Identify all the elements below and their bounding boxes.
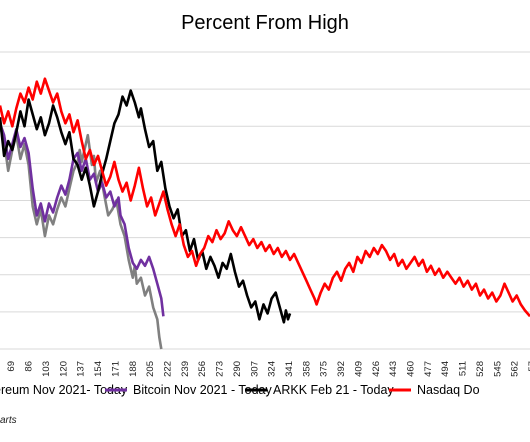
x-tick-label: 290: [232, 361, 243, 377]
x-tick-label: 222: [162, 361, 173, 377]
series-line-3: [0, 77, 530, 318]
x-tick-label: 69: [6, 361, 17, 372]
series-line-1: [0, 122, 165, 317]
x-tick-label: 137: [76, 361, 87, 377]
legend-label: ARKK Feb 21 - Today: [273, 383, 394, 397]
legend-label: ereum Nov 2021- Today: [0, 383, 128, 397]
x-tick-label: 460: [406, 361, 417, 377]
x-tick-label: 494: [440, 361, 451, 377]
x-tick-label: 239: [180, 361, 191, 377]
x-tick-label: 86: [24, 361, 35, 372]
x-tick-label: 324: [267, 361, 278, 377]
source-note: arts: [0, 415, 17, 426]
x-tick-label: 426: [371, 361, 382, 377]
x-tick-label: 392: [336, 361, 347, 377]
x-tick-label: 562: [510, 361, 521, 377]
legend-label: Bitcoin Nov 2021 - Today: [133, 383, 272, 397]
x-tick-label: 120: [58, 361, 69, 377]
chart-title: Percent From High: [181, 12, 349, 34]
gridlines: [0, 51, 530, 350]
x-tick-label: 103: [41, 361, 52, 377]
x-tick-label: 443: [388, 361, 399, 377]
x-tick-label: 205: [145, 361, 156, 377]
x-tick-label: 341: [284, 361, 295, 377]
x-axis-tick-labels: 69 86 103 120 137 154 171 188 205 222 239 256 273 290…: [6, 361, 530, 377]
x-tick-label: 171: [110, 361, 121, 377]
series-line-2: [0, 89, 292, 324]
x-tick-label: 375: [319, 361, 330, 377]
x-tick-label: 409: [353, 361, 364, 377]
x-tick-label: 154: [93, 361, 104, 377]
x-tick-label: 273: [215, 361, 226, 377]
x-tick-label: 307: [249, 361, 260, 377]
legend: ereum Nov 2021- Today Bitcoin Nov 2021 - …: [0, 383, 480, 397]
x-tick-label: 256: [197, 361, 208, 377]
series-lines: [0, 77, 530, 350]
x-tick-label: 358: [301, 361, 312, 377]
x-tick-label: 477: [423, 361, 434, 377]
x-tick-label: 528: [475, 361, 486, 377]
x-tick-label: 545: [492, 361, 503, 377]
x-tick-label: 188: [128, 361, 139, 377]
x-tick-label: 57: [527, 361, 530, 372]
legend-label: Nasdaq Do: [417, 383, 480, 397]
x-tick-label: 511: [458, 361, 469, 376]
series-line-0: [0, 125, 163, 350]
